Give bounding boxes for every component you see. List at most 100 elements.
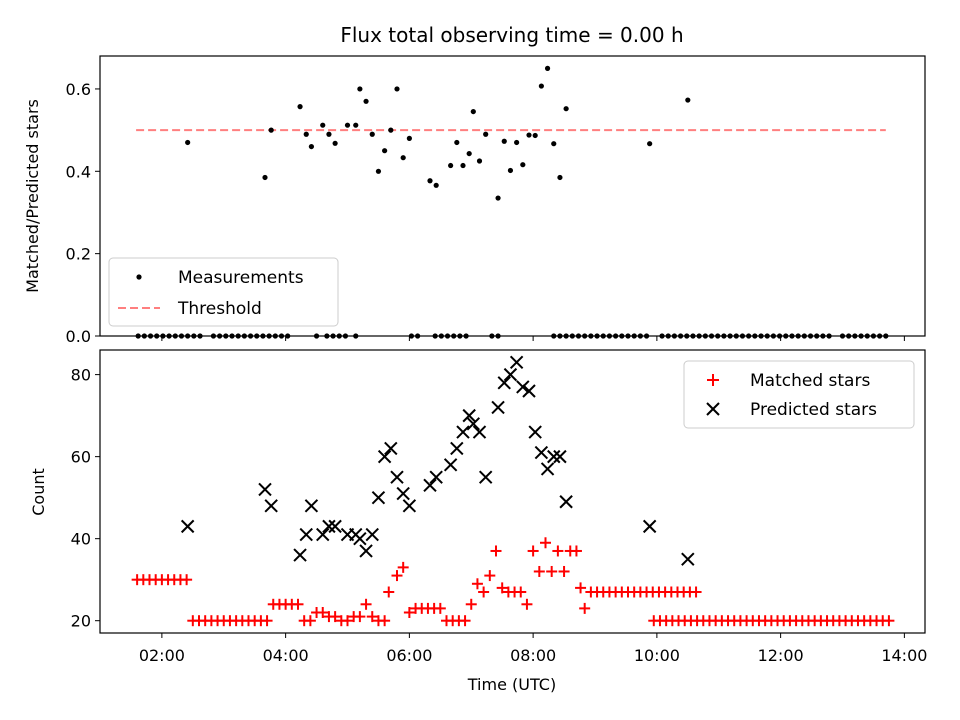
measurement-point <box>448 162 454 169</box>
predicted-star-point <box>497 376 511 390</box>
predicted-star-point <box>516 380 530 394</box>
bottom-x-ticks: 02:00 04:00 06:00 08:00 10:00 12:00 14:00 <box>139 633 927 665</box>
measurement-point <box>544 65 551 71</box>
bottom-plot-area <box>131 355 895 627</box>
bottom-y-tick-label: 60 <box>71 448 91 467</box>
predicted-star-point <box>390 470 404 484</box>
measurement-point <box>501 138 507 144</box>
measurement-point <box>470 108 476 115</box>
bottom-x-tick-label: 10:00 <box>634 646 680 665</box>
measurement-point <box>532 132 538 139</box>
measurement-point <box>427 178 433 184</box>
measurement-point <box>400 155 406 161</box>
predicted-star-point <box>443 458 458 472</box>
matched-star-point <box>342 615 353 627</box>
measurement-point <box>460 162 466 169</box>
predicted-star-point <box>384 441 398 456</box>
bottom-y-tick-label: 80 <box>71 366 91 385</box>
matched-star-point <box>292 598 304 610</box>
matched-star-point <box>465 598 477 610</box>
measurement-point <box>526 132 532 138</box>
top-axes-frame <box>99 55 926 337</box>
predicted-star-point <box>547 449 561 464</box>
matched-star-point <box>403 606 415 618</box>
bottom-x-tick-label: 02:00 <box>139 646 185 665</box>
measurement-point <box>520 162 526 168</box>
measurement-point <box>483 131 489 137</box>
predicted-star-point <box>293 548 307 562</box>
matched-star-point <box>391 570 403 582</box>
matched-star-point <box>521 598 533 610</box>
top-x-ticks <box>161 336 905 341</box>
legend-marker-predicted <box>706 402 720 416</box>
predicted-star-point <box>180 519 195 534</box>
predicted-star-point <box>316 527 330 542</box>
predicted-star-point <box>423 478 437 493</box>
measurement-point <box>454 139 460 146</box>
matched-star-point <box>329 611 341 623</box>
matched-star-point <box>304 615 316 627</box>
matched-star-point <box>366 611 378 623</box>
bottom-y-tick-label: 40 <box>71 530 91 549</box>
matched-star-point <box>397 561 409 573</box>
bottom-x-tick-label: 14:00 <box>881 646 927 665</box>
bottom-y-tick-label: 20 <box>71 612 91 631</box>
predicted-star-point <box>540 462 555 476</box>
measurement-point <box>406 135 412 141</box>
predicted-star-point <box>402 499 417 513</box>
measurement-point <box>185 139 191 146</box>
predicted-star-point <box>466 417 481 431</box>
measurement-point <box>466 150 472 157</box>
matched-star-point <box>181 574 193 586</box>
matched-star-point <box>261 615 273 627</box>
top-title: Flux total observing time = 0.00 h <box>340 23 683 47</box>
predicted-star-point <box>478 470 493 484</box>
bottom-x-tick-label: 04:00 <box>263 646 309 665</box>
measurement-point <box>557 174 563 181</box>
matched-star-point <box>484 570 496 582</box>
measurement-point <box>476 158 483 164</box>
top-legend-box <box>108 257 339 327</box>
measurement-point <box>369 131 375 137</box>
predicted-star-point <box>456 425 470 439</box>
predicted-star-point <box>450 441 464 456</box>
bottom-x-tick-label: 12:00 <box>758 646 804 665</box>
matched-star-point <box>552 545 564 557</box>
predicted-star-point <box>299 527 313 542</box>
measurement-point <box>375 168 382 174</box>
matched-star-point <box>471 578 483 590</box>
measurement-point <box>326 131 332 137</box>
top-legend: Measurements Threshold <box>108 257 339 327</box>
predicted-star-point <box>491 400 505 415</box>
measurement-point <box>551 141 557 147</box>
measurement-point <box>268 127 274 133</box>
predicted-star-point <box>258 482 272 497</box>
matched-star-point <box>540 537 551 549</box>
predicted-star-point <box>509 355 524 370</box>
predicted-star-point <box>353 531 367 546</box>
measurement-point <box>357 86 363 92</box>
measurement-point <box>353 122 359 128</box>
matched-star-point <box>360 598 372 610</box>
measurement-point <box>507 167 514 174</box>
matched-star-point <box>690 586 702 598</box>
predicted-star-point <box>359 544 373 558</box>
measurement-point <box>344 122 351 128</box>
top-y-axis-label: Matched/Predicted stars <box>23 99 42 293</box>
matched-star-point <box>515 586 527 598</box>
predicted-star-point <box>681 552 695 566</box>
measurement-point <box>647 141 653 147</box>
legend-label-threshold: Threshold <box>177 299 262 319</box>
matched-star-point <box>558 565 570 577</box>
matched-star-point <box>883 615 895 627</box>
measurement-point <box>394 86 400 92</box>
predicted-star-point <box>503 367 518 382</box>
matched-star-point <box>546 565 558 577</box>
bottom-x-tick-label: 08:00 <box>510 646 556 665</box>
top-y-ticks: 0.0 0.2 0.4 0.6 <box>66 80 100 346</box>
top-y-tick-label: 0.6 <box>66 80 91 99</box>
matched-star-point <box>527 545 539 557</box>
matched-star-point <box>434 602 446 614</box>
predicted-star-point <box>553 449 567 464</box>
